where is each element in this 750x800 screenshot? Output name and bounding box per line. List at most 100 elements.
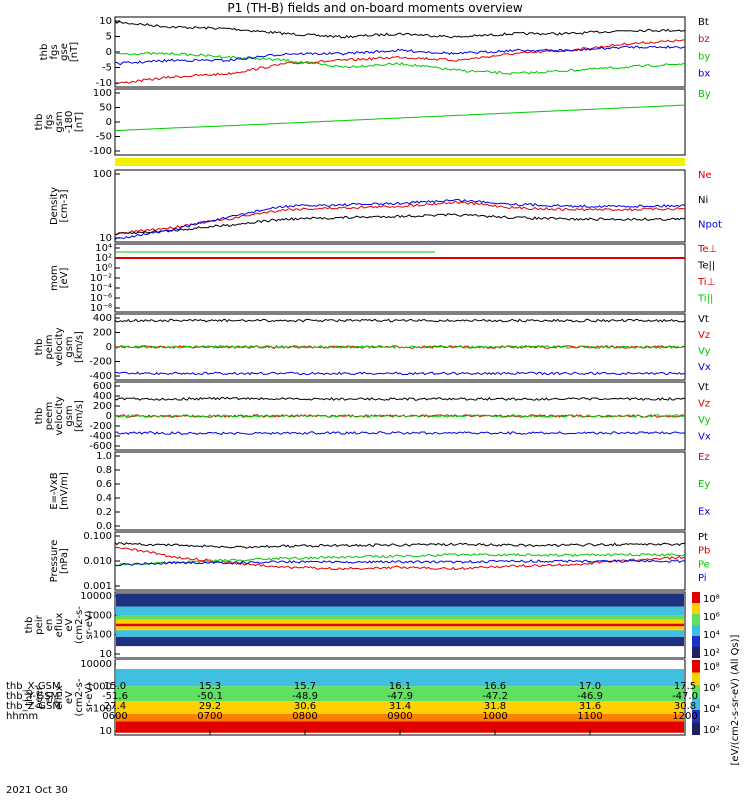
series-7-Pb: [114, 546, 686, 571]
spectrogram-band-9-1: [116, 669, 684, 687]
footer-value: 30.6: [293, 701, 317, 712]
panel-frame-6: [114, 451, 686, 531]
footer-value: 0600: [102, 711, 128, 722]
ytick-3-3: 10⁻²: [90, 273, 112, 284]
footer-value: 1000: [482, 711, 508, 722]
panel-ylabel-9-5: (cm2-s-: [74, 678, 85, 716]
ytick-8-3: 10: [99, 649, 112, 660]
panel-ylabel-4-2: velocity: [54, 327, 65, 366]
legend-4-3: Vx: [698, 362, 711, 373]
legend-7-2: Pe: [698, 559, 710, 570]
panel-ylabel-9-4: eV: [64, 691, 75, 704]
cbtick-9-1: 10⁶: [703, 683, 720, 694]
spectrogram-band-9-3: [116, 701, 684, 714]
panel-ylabel-4-1: peim: [44, 334, 55, 359]
ytick-0-1: 5: [106, 32, 112, 43]
footer-value: 30.8: [673, 701, 697, 712]
legend-2-0: Ne: [698, 170, 712, 181]
panel-ylabel-1-0: thb: [34, 114, 45, 131]
cbtick-9-2: 10⁴: [703, 704, 720, 715]
colorbar-9-3: [692, 697, 700, 710]
spectrogram-band-8-4: [116, 623, 684, 627]
panel-ylabel-5-2: velocity: [54, 396, 65, 435]
spectrogram-band-8-5: [116, 626, 684, 631]
ytick-2-0: 100: [93, 169, 112, 180]
ytick-0-2: 0: [106, 47, 112, 58]
ytick-3-2: 10⁰: [95, 263, 112, 274]
legend-1-0: By: [698, 89, 711, 100]
series-0-bx: [114, 45, 686, 66]
spectrogram-band-8-0: [116, 593, 684, 607]
legend-5-0: Vt: [698, 382, 709, 393]
ytick-0-4: -10: [96, 78, 112, 89]
legend-0-2: by: [698, 51, 710, 62]
footer-value: 27.4: [103, 701, 127, 712]
legend-3-1: Te||: [697, 261, 715, 272]
ytick-8-2: 100: [93, 630, 112, 641]
colorbar-8-0: [692, 592, 700, 603]
cbtick-8-2: 10⁴: [703, 630, 720, 641]
legend-5-1: Vz: [698, 399, 710, 410]
ytick-7-2: 0.001: [83, 581, 112, 592]
orbit-footer: thb_X-GSM 15.0 15.3 15.7 16.1 16.6 17.0 17.5 thb…: [0, 681, 750, 800]
series-0-Bt: [114, 20, 686, 39]
legend-3-2: Ti⊥: [697, 277, 715, 288]
ytick-3-1: 10²: [95, 253, 112, 264]
cbtick-9-3: 10²: [703, 725, 720, 736]
plot-title: P1 (TH-B) fields and on-board moments ov…: [227, 1, 523, 15]
colorbar-9-2: [692, 685, 700, 698]
colorbar-9-1: [692, 672, 700, 685]
ytick-9-0: 10000: [80, 659, 112, 670]
ytick-4-0: 400: [93, 313, 112, 324]
footer-row-label: thb_Y-GSM: [6, 691, 60, 702]
panel-ylabel-4-3: gsm: [64, 336, 75, 357]
panel-ylabel-6-0: E=-VxB: [49, 472, 60, 509]
ytick-0-3: -5: [102, 63, 112, 74]
legend-0-1: bz: [698, 34, 710, 45]
ytick-5-2: 200: [93, 401, 112, 412]
legend-2-2: Npot: [698, 220, 722, 231]
footer-row-label: thb_Z-GSM: [6, 701, 61, 712]
footer-value: -51.6: [102, 691, 128, 702]
ytick-8-1: 1000: [87, 610, 112, 621]
ytick-5-5: -400: [89, 431, 112, 442]
footer-value: -46.9: [577, 691, 603, 702]
footer-row-2: thb_Z-GSM: [6, 701, 61, 712]
ytick-3-0: 10⁴: [95, 243, 112, 254]
footer-row-0: thb_X-GSM: [6, 681, 61, 692]
ytick-4-2: 0: [106, 342, 112, 353]
ytick-1-2: 0: [106, 117, 112, 128]
legend-4-0: Vt: [698, 314, 709, 325]
series-5-Vy: [114, 414, 686, 418]
panel-ylabel-2-0: Density: [49, 187, 60, 225]
ytick-5-4: -200: [89, 421, 112, 432]
footer-value: 16.6: [483, 681, 507, 692]
series-5-Vx: [114, 431, 686, 436]
legend-7-0: Pt: [698, 532, 708, 543]
ytick-8-0: 10000: [80, 591, 112, 602]
ytick-9-2: 100: [93, 704, 112, 715]
footer-row-label: hhmm: [6, 711, 39, 722]
ytick-6-2: 0.6: [96, 479, 112, 490]
panel-ylabel-3-1: [eV]: [59, 268, 70, 289]
panel-ylabel-8-0: thb: [24, 617, 35, 634]
footer-value: 1200: [672, 711, 698, 722]
ytick-4-4: -400: [89, 371, 112, 382]
ytick-0-0: 10: [99, 16, 112, 27]
panel-ylabel-5-0: thb: [34, 408, 45, 425]
ytick-5-1: 400: [93, 391, 112, 402]
legend-7-1: Pb: [698, 546, 710, 557]
panel-ylabel-2-1: [cm-3]: [59, 189, 70, 222]
colorbar-8-1: [692, 603, 700, 614]
panel-frame-8: [114, 591, 686, 659]
footer-value: 0800: [292, 711, 318, 722]
legend-0-3: bx: [698, 68, 710, 79]
footer-value: -47.9: [387, 691, 413, 702]
footer-value: 15.7: [293, 681, 317, 692]
cbtick-9-0: 10⁸: [703, 662, 720, 673]
panel-ylabel-7-0: Pressure: [49, 540, 60, 583]
panel-ylabel-5-4: [km/s]: [74, 400, 85, 432]
legend-0-0: Bt: [698, 17, 709, 28]
panel-ylabel-8-1: peir: [34, 614, 45, 634]
